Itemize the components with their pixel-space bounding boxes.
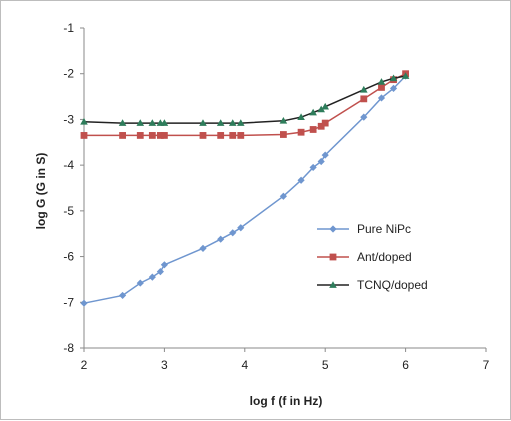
legend-label: Pure NiPc (357, 222, 411, 236)
data-point (378, 84, 385, 91)
data-point (160, 261, 168, 269)
series-ant-doped (80, 70, 409, 139)
data-point (321, 102, 329, 110)
data-point (216, 119, 225, 126)
data-point (229, 229, 237, 237)
y-tick-label: -5 (63, 204, 74, 218)
legend-label: TCNQ/doped (357, 278, 428, 292)
data-point (279, 192, 287, 200)
data-point (317, 157, 325, 166)
data-point (360, 95, 368, 103)
x-tick-label: 5 (322, 358, 329, 372)
x-tick-label: 4 (241, 358, 248, 372)
data-point (136, 132, 144, 139)
data-point (309, 108, 317, 116)
data-point (80, 117, 88, 125)
data-point (217, 132, 225, 139)
data-point (297, 113, 305, 120)
legend-item-ant-doped: Ant/doped (317, 250, 412, 264)
data-point (156, 132, 164, 139)
data-point (148, 273, 156, 281)
legend-label: Ant/doped (357, 250, 412, 264)
data-point (309, 126, 317, 133)
legend: Pure NiPc Ant/doped TCNQ/doped (307, 206, 459, 298)
legend-item-tcnq-doped: TCNQ/doped (317, 278, 428, 292)
data-point (80, 132, 88, 139)
x-tick-label: 3 (161, 358, 168, 372)
y-tick-label: -4 (63, 158, 74, 172)
data-point (118, 291, 127, 300)
data-point (360, 113, 368, 121)
x-tick-label: 7 (483, 358, 490, 372)
data-point (377, 78, 386, 85)
data-point (199, 244, 207, 252)
series-tcnq-doped (80, 72, 410, 126)
data-point (321, 119, 329, 127)
y-tick-label: -6 (63, 250, 74, 264)
data-point (321, 151, 329, 159)
series-layer (80, 70, 410, 307)
legend-marker-square (329, 253, 337, 261)
data-point (317, 105, 325, 113)
data-point (237, 132, 245, 139)
legend-marker-shape (329, 225, 337, 233)
data-point (160, 119, 169, 126)
y-tick-label: -3 (63, 112, 74, 126)
legend-item-pure-nipc: Pure NiPc (317, 222, 411, 236)
series-line (83, 75, 406, 124)
data-point (148, 119, 157, 126)
x-tick-label: 2 (81, 358, 88, 372)
series-pure-nipc (80, 72, 410, 307)
data-point (401, 72, 410, 79)
data-point (136, 279, 144, 287)
legend-marker-shape (329, 281, 337, 288)
data-point (389, 84, 398, 92)
data-point (279, 117, 288, 124)
legend-marker-shape (329, 253, 337, 261)
data-point (217, 235, 225, 243)
data-point (156, 268, 164, 276)
data-point (229, 132, 237, 139)
data-point (297, 128, 305, 136)
data-point (309, 163, 317, 172)
data-point (389, 74, 398, 82)
data-point (228, 119, 237, 126)
data-point (237, 224, 245, 232)
x-axis-label: log f (f in Hz) (250, 394, 323, 408)
data-point (136, 119, 145, 126)
series-line (84, 73, 406, 137)
data-point (297, 176, 305, 184)
x-ticks: 2 3 4 5 6 7 (81, 348, 490, 372)
legend-marker-triangle (329, 281, 337, 288)
data-point (317, 122, 325, 130)
data-point (118, 119, 127, 126)
x-tick-label: 6 (402, 358, 409, 372)
axes (83, 28, 486, 349)
y-axis-label: log G (G in S) (34, 153, 48, 230)
legend-marker-diamond (329, 225, 337, 233)
y-tick-label: -7 (63, 295, 74, 309)
data-point (236, 119, 245, 126)
data-point (199, 132, 207, 139)
y-tick-label: -8 (63, 341, 74, 355)
data-point (148, 132, 156, 139)
data-point (359, 85, 368, 93)
data-point (119, 132, 126, 139)
y-tick-label: -1 (63, 21, 74, 35)
data-point (80, 299, 88, 307)
data-point (279, 131, 287, 138)
y-ticks: -1 -2 -3 -4 -5 -6 -7 -8 (63, 21, 84, 355)
y-tick-label: -2 (63, 67, 74, 81)
data-point (377, 94, 386, 102)
data-point (161, 132, 168, 139)
data-point (199, 119, 207, 126)
